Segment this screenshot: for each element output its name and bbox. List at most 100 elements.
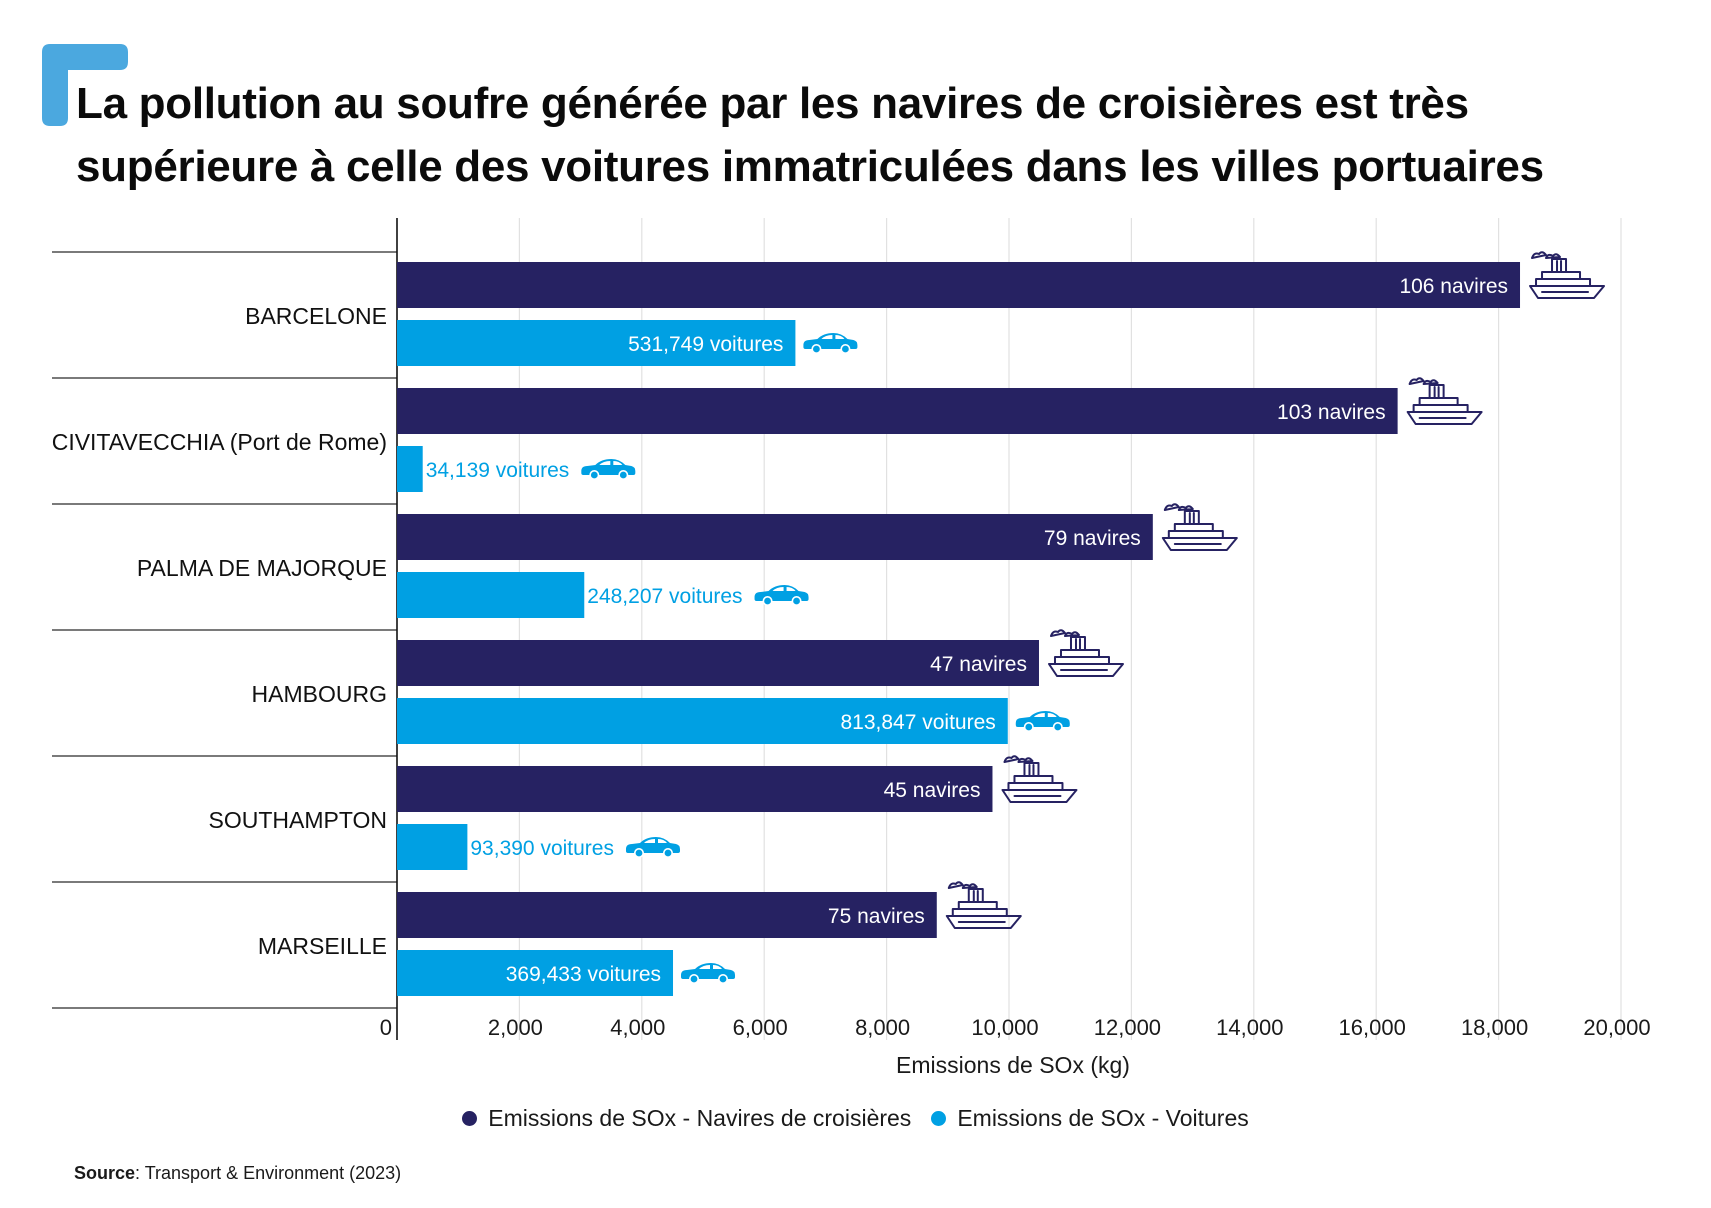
ship-smoke	[1049, 629, 1066, 637]
car-bar-label: 248,207 voitures	[587, 585, 742, 608]
car-window	[657, 839, 667, 843]
car-bar-label: 93,390 voitures	[470, 837, 614, 860]
car-wheel	[791, 596, 802, 606]
chart-title-line-1: La pollution au soufre générée par les n…	[76, 79, 1469, 128]
bar-chart: BARCELONE 106 navires 531,749 voitures CIVI…	[52, 218, 1651, 1078]
ship-hull	[1001, 789, 1078, 803]
ship-hull	[1406, 411, 1483, 425]
ship-bar-label: 75 navires	[828, 905, 925, 928]
chart-title-line-2: supérieure à celle des voitures immatric…	[76, 142, 1544, 191]
ship-smoke	[1531, 251, 1548, 259]
car-wheel	[718, 974, 729, 984]
ship-bar	[397, 514, 1153, 560]
category-label: PALMA DE MAJORQUE	[137, 555, 387, 581]
car-wheel	[762, 596, 773, 606]
car-window	[699, 965, 711, 969]
car-bar	[397, 698, 1008, 744]
car-window	[835, 335, 845, 339]
corner-bracket-logo	[42, 44, 128, 126]
ship-icon	[1406, 377, 1483, 425]
ship-chimney	[1183, 510, 1200, 525]
ship-smoke	[1545, 253, 1562, 259]
car-wheel	[811, 344, 822, 354]
ship-mid-deck	[951, 908, 1008, 917]
ship-smoke	[1422, 379, 1439, 385]
ship-chimney	[1428, 384, 1445, 399]
car-window	[599, 461, 611, 465]
source-text: : Transport & Environment (2023)	[135, 1163, 402, 1183]
ship-hull	[1161, 537, 1238, 551]
x-axis-title: Emissions de SOx (kg)	[896, 1052, 1130, 1078]
ship-hull	[1529, 285, 1606, 299]
car-icon	[1015, 711, 1070, 732]
x-tick-label: 10,000	[971, 1015, 1038, 1040]
car-window	[786, 587, 796, 591]
x-tick-label: 18,000	[1461, 1015, 1528, 1040]
ship-chimney	[1551, 258, 1568, 273]
car-window	[1047, 713, 1057, 717]
ship-bar-label: 45 navires	[884, 779, 981, 802]
ship-upper-deck	[1013, 775, 1054, 784]
ship-chimney	[1023, 762, 1040, 777]
category-label: BARCELONE	[245, 303, 387, 329]
car-wheel	[1023, 722, 1034, 732]
category-label: CIVITAVECCHIA (Port de Rome)	[52, 429, 387, 455]
ship-smoke	[1017, 757, 1034, 763]
ship-smoke	[961, 883, 978, 889]
car-window	[643, 839, 655, 843]
legend-item-cars: Emissions de SOx - Voitures	[931, 1105, 1249, 1132]
car-bar	[397, 824, 468, 870]
ship-icon	[1047, 629, 1124, 677]
ship-bar-label: 103 navires	[1277, 401, 1386, 424]
ship-smoke	[947, 881, 964, 889]
ship-upper-deck	[1418, 397, 1459, 406]
car-icon	[581, 459, 636, 480]
car-wheel	[662, 848, 673, 858]
car-window	[713, 965, 723, 969]
ship-upper-deck	[1059, 649, 1100, 658]
x-tick-label: 8,000	[855, 1015, 910, 1040]
legend-label-cars: Emissions de SOx - Voitures	[957, 1105, 1249, 1131]
x-tick-label: 20,000	[1583, 1015, 1650, 1040]
ship-icon	[1001, 755, 1078, 803]
car-bar-label: 369,433 voitures	[506, 963, 661, 986]
car-bar-label: 531,749 voitures	[628, 333, 783, 356]
ship-chimney	[1069, 636, 1086, 651]
ship-upper-deck	[957, 901, 998, 910]
car-wheel	[589, 470, 600, 480]
ship-hull	[1047, 663, 1124, 677]
car-icon	[681, 963, 736, 984]
legend-swatch-cars	[931, 1111, 947, 1126]
car-bar	[397, 950, 674, 996]
ship-icon	[945, 881, 1022, 929]
car-wheel	[633, 848, 644, 858]
car-bar	[397, 446, 423, 492]
ship-icon	[1529, 251, 1606, 299]
car-window	[772, 587, 784, 591]
ship-mid-deck	[1007, 782, 1064, 791]
ship-mid-deck	[1053, 656, 1110, 665]
x-tick-label: 4,000	[610, 1015, 665, 1040]
category-label: MARSEILLE	[258, 933, 387, 959]
car-wheel	[689, 974, 700, 984]
car-bar	[397, 320, 796, 366]
ship-bar	[397, 388, 1398, 434]
ship-smoke	[1063, 631, 1080, 637]
chart-title: La pollution au soufre générée par les n…	[76, 72, 1696, 198]
ship-smoke	[1177, 505, 1194, 511]
x-tick-label: 0	[380, 1015, 392, 1040]
ship-bar	[397, 766, 993, 812]
chart-legend: Emissions de SOx - Navires de croisières…	[0, 1105, 1711, 1132]
car-window	[613, 461, 623, 465]
car-window	[1033, 713, 1045, 717]
ship-bar	[397, 892, 937, 938]
car-wheel	[840, 344, 851, 354]
x-tick-label: 16,000	[1339, 1015, 1406, 1040]
ship-smoke	[1408, 377, 1425, 385]
ship-bar-label: 106 navires	[1399, 275, 1508, 298]
category-label: HAMBOURG	[252, 681, 387, 707]
source-note: Source: Transport & Environment (2023)	[74, 1163, 401, 1184]
car-icon	[754, 585, 809, 606]
ship-bar-label: 47 navires	[930, 653, 1027, 676]
ship-upper-deck	[1541, 271, 1582, 280]
